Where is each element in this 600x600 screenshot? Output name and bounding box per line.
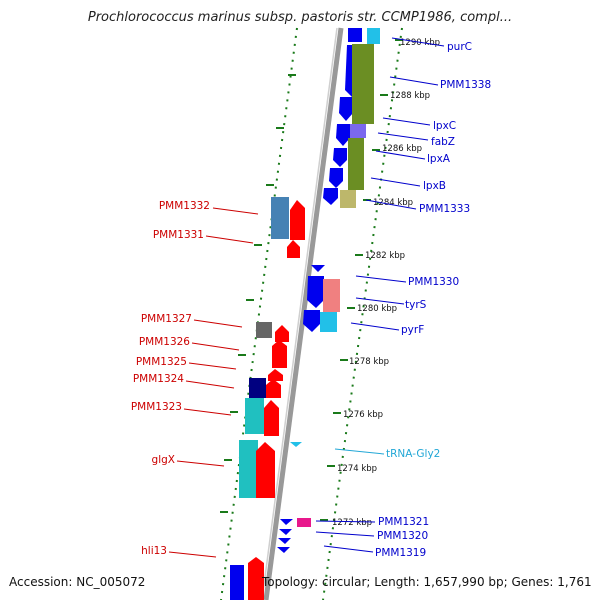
gene-arrow <box>248 557 264 600</box>
gene-arrow <box>339 97 353 121</box>
gene-label-right: PMM1333 <box>419 203 470 215</box>
kbp-labels: 1290 kbp 1288 kbp 1286 kbp 1284 kbp 1282… <box>332 38 440 528</box>
gene-arrow <box>336 124 350 146</box>
gene-label-left: PMM1327 <box>141 313 192 325</box>
gene-block <box>256 322 272 338</box>
gene-block <box>348 138 364 190</box>
gene-label-left: PMM1325 <box>136 356 187 368</box>
gene-label-right: pyrF <box>401 324 424 336</box>
map-title: Prochlorococcus marinus subsp. pastoris … <box>87 10 513 25</box>
gene-label-right: PMM1330 <box>408 276 459 288</box>
dotted-tracks <box>220 27 403 600</box>
gene-arrow <box>323 188 338 205</box>
gene-label-left: PMM1331 <box>153 229 204 241</box>
gene-arrow <box>303 310 320 332</box>
genome-backbone-highlight <box>261 27 338 600</box>
kbp-label: 1286 kbp <box>382 144 422 154</box>
genome-backbone <box>263 27 344 600</box>
accession-text: Accession: NC_005072 <box>9 575 146 589</box>
gene-label-right: PMM1320 <box>377 530 428 542</box>
gene-label-left: PMM1324 <box>133 373 184 385</box>
gene-block <box>249 378 266 398</box>
gene-label-right: purC <box>447 41 472 53</box>
gene-block <box>245 398 264 434</box>
gene-arrow <box>290 200 305 240</box>
gene-label-right: tyrS <box>405 299 427 311</box>
gene-label-right: lpxC <box>433 120 456 132</box>
gene-label-left: PMM1326 <box>139 336 190 348</box>
gene-label-left: PMM1323 <box>131 401 182 413</box>
gene-block <box>320 312 337 332</box>
gene-block <box>239 440 258 498</box>
gene-arrow <box>268 369 283 381</box>
gene-arrow <box>272 340 287 368</box>
trna-leader-line <box>334 448 385 455</box>
kbp-label: 1272 kbp <box>332 518 372 528</box>
kbp-label: 1276 kbp <box>343 410 383 420</box>
trna-marker <box>290 442 302 447</box>
gene-label-right: PMM1321 <box>378 516 429 528</box>
gene-label-right: fabZ <box>431 136 455 148</box>
gene-label-left: hli13 <box>141 545 167 557</box>
right-strand-genes <box>277 28 380 553</box>
track-ticks <box>220 39 403 521</box>
left-gene-labels: PMM1332 PMM1331 PMM1327 PMM1326 PMM1325 … <box>131 200 210 557</box>
kbp-label: 1274 kbp <box>337 464 377 474</box>
gene-label-right: lpxB <box>423 180 446 192</box>
gene-arrow <box>266 379 281 398</box>
gene-arrow <box>256 442 275 498</box>
gene-block <box>271 197 289 239</box>
kbp-label: 1282 kbp <box>365 251 405 261</box>
kbp-label: 1284 kbp <box>373 198 413 208</box>
gene-block <box>340 190 356 208</box>
left-strand-genes <box>230 197 305 600</box>
gene-label-right: PMM1338 <box>440 79 491 91</box>
gene-arrow <box>279 529 292 535</box>
gene-block <box>323 279 340 312</box>
gene-block <box>230 565 244 600</box>
gene-arrow <box>280 519 293 525</box>
gene-label-right: PMM1319 <box>375 547 426 559</box>
gene-arrow <box>264 400 279 436</box>
gene-arrow <box>333 148 347 167</box>
gene-arrow <box>307 276 324 308</box>
topology-info: Topology: circular; Length: 1,657,990 bp… <box>262 575 592 589</box>
gene-arrow <box>277 547 290 553</box>
gene-arrow <box>275 325 289 342</box>
right-outer-track <box>322 27 403 600</box>
left-outer-track <box>220 27 298 600</box>
gene-arrow <box>278 538 291 544</box>
gene-block <box>350 124 366 138</box>
trna-label: tRNA-Gly2 <box>386 448 440 460</box>
gene-block <box>348 28 362 42</box>
right-gene-labels: purC PMM1338 lpxC fabZ lpxA lpxB PMM1333… <box>375 41 491 559</box>
gene-label-left: PMM1332 <box>159 200 210 212</box>
kbp-label: 1278 kbp <box>349 357 389 367</box>
gene-arrow <box>311 265 325 272</box>
kbp-label: 1290 kbp <box>400 38 440 48</box>
gene-block <box>352 44 374 124</box>
kbp-label: 1280 kbp <box>357 304 397 314</box>
kbp-label: 1288 kbp <box>390 91 430 101</box>
gene-arrow <box>329 168 343 188</box>
gene-label-right: lpxA <box>427 153 451 165</box>
left-leader-lines <box>168 207 259 558</box>
right-leader-lines <box>315 37 445 553</box>
gene-label-left: glgX <box>152 454 175 466</box>
gene-block <box>367 28 380 44</box>
gene-block <box>297 518 311 527</box>
gene-arrow <box>287 240 300 258</box>
